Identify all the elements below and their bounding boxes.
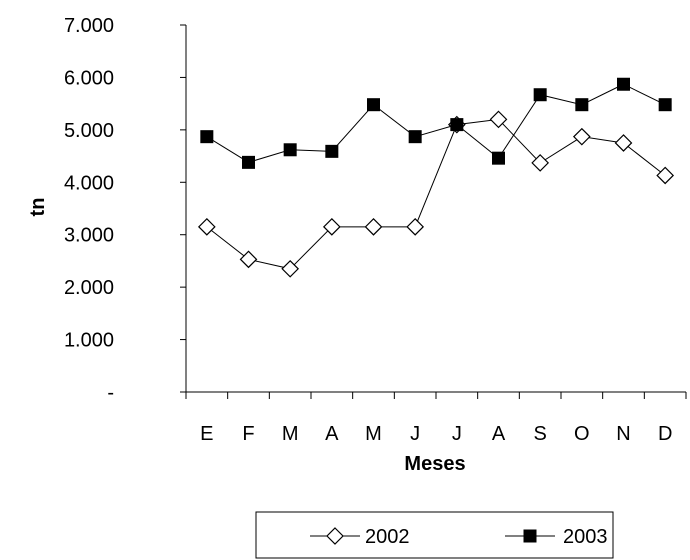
series-layer xyxy=(197,77,675,278)
y-tick-label: 7.000 xyxy=(64,15,114,37)
x-tick-label: O xyxy=(574,423,590,445)
data-point-2002 xyxy=(531,154,550,172)
y-axis-ticks: - 1.000 2.000 3.000 4.000 5.000 6.000 7.000 xyxy=(64,15,186,404)
y-tick-label: 4.000 xyxy=(64,172,114,194)
y-tick-label: 1.000 xyxy=(64,330,114,352)
x-tick-label: J xyxy=(410,423,420,445)
legend-marker xyxy=(523,529,537,543)
data-point-2002 xyxy=(572,127,591,146)
data-point-2003 xyxy=(325,144,339,158)
y-axis-title: tn xyxy=(27,198,49,217)
x-tick-label: A xyxy=(492,423,506,445)
x-tick-label: J xyxy=(452,423,462,445)
y-tick-label: 6.000 xyxy=(64,67,114,89)
series-line-2002 xyxy=(206,118,666,270)
data-point-2002 xyxy=(656,166,675,185)
data-point-2003 xyxy=(242,155,255,169)
data-point-2003 xyxy=(200,130,214,144)
x-tick-label: N xyxy=(616,423,630,445)
legend-label: 2003 xyxy=(563,526,608,548)
data-point-2003 xyxy=(617,77,630,91)
legend-box xyxy=(255,511,614,559)
x-tick-label: D xyxy=(658,423,672,445)
series-line-2003 xyxy=(206,83,666,163)
y-tick-label: 2.000 xyxy=(64,277,114,299)
series-2003 xyxy=(200,77,672,169)
x-tick-label: M xyxy=(282,423,299,445)
x-tick-label: F xyxy=(242,423,254,445)
data-point-2003 xyxy=(533,88,547,102)
data-point-2003 xyxy=(367,98,380,112)
data-point-2002 xyxy=(489,110,508,129)
x-axis-title: Meses xyxy=(404,453,465,475)
x-tick-label: S xyxy=(533,423,546,445)
series-2002 xyxy=(197,110,675,278)
data-point-2003 xyxy=(492,151,505,165)
data-point-2002 xyxy=(614,134,633,152)
data-point-2002 xyxy=(239,250,258,269)
data-point-2002 xyxy=(322,218,341,236)
legend: 2002 2003 xyxy=(255,511,614,559)
data-point-2003 xyxy=(575,98,589,112)
data-point-2002 xyxy=(406,218,425,236)
legend-marker xyxy=(326,527,344,545)
x-tick-label: M xyxy=(365,423,382,445)
x-tick-label: A xyxy=(325,423,339,445)
data-point-2002 xyxy=(281,259,300,278)
y-tick-label: 3.000 xyxy=(64,225,114,247)
data-point-2003 xyxy=(408,130,422,144)
data-point-2003 xyxy=(283,143,297,157)
legend-item-2002: 2002 xyxy=(310,526,410,548)
y-tick-label: 5.000 xyxy=(64,120,114,142)
data-point-2003 xyxy=(658,98,672,112)
data-point-2002 xyxy=(197,218,216,236)
y-tick-label: - xyxy=(107,382,114,404)
legend-item-2003: 2003 xyxy=(505,526,608,548)
data-point-2003 xyxy=(450,118,464,132)
legend-label: 2002 xyxy=(365,526,410,548)
data-point-2002 xyxy=(364,218,383,236)
x-tick-label: E xyxy=(200,423,213,445)
